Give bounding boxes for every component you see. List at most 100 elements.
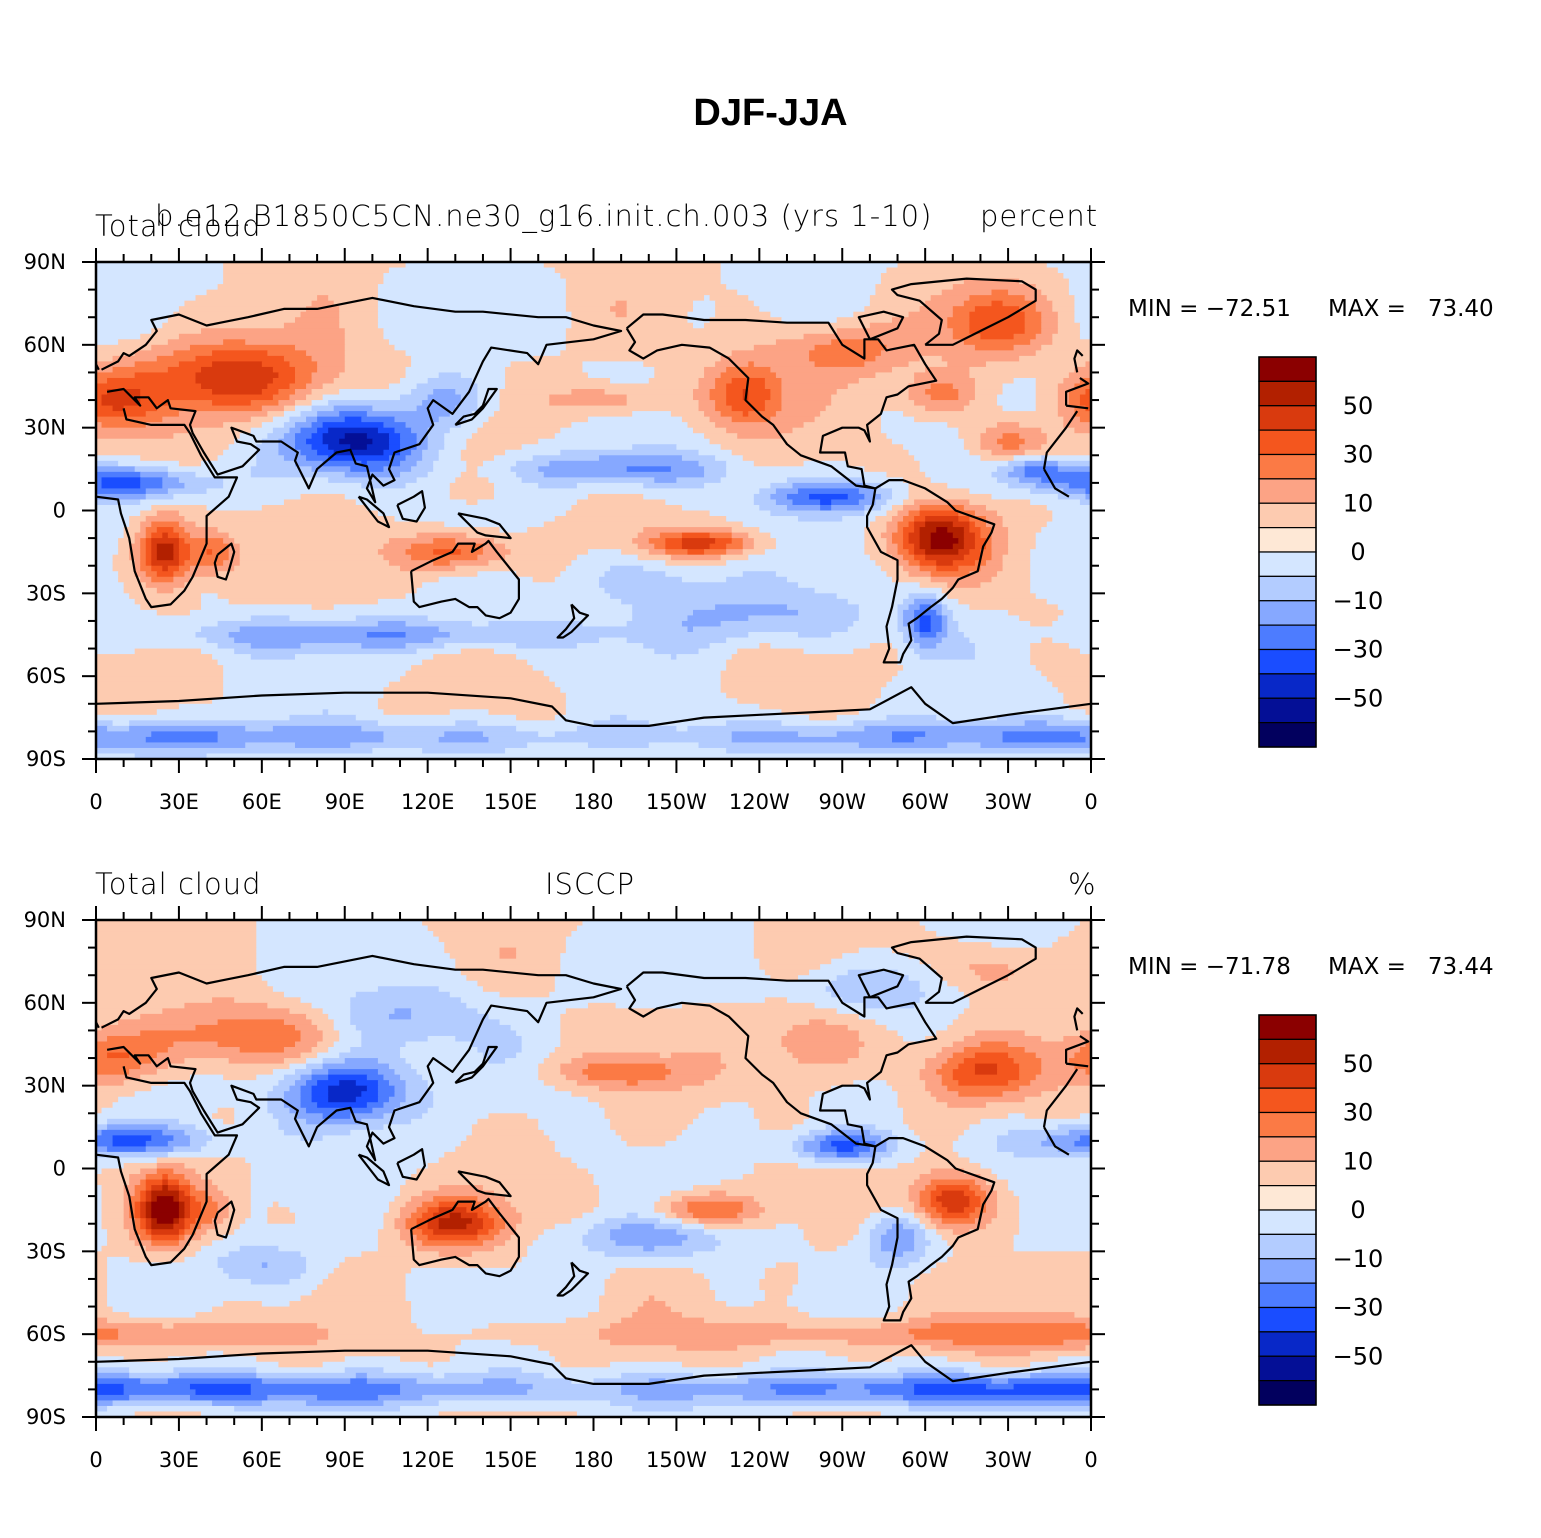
lon-tick-label: 150W	[646, 1448, 707, 1472]
colorbar-swatch	[1258, 1282, 1317, 1309]
lat-tick-label: 60S	[26, 1322, 66, 1346]
lat-tick-label: 90N	[24, 250, 66, 274]
colorbar-swatch	[1258, 1038, 1317, 1065]
coastline-namerica	[625, 971, 938, 1148]
colorbar-swatch	[1258, 575, 1317, 602]
coastline-sumatra	[357, 1153, 391, 1187]
lat-tick-label: 60N	[24, 333, 66, 357]
coastline-antarctica	[96, 1344, 1091, 1385]
coastline-greenland	[890, 935, 1037, 1004]
panel-right-label: percent	[980, 199, 1099, 233]
coastline-borneo	[396, 1148, 426, 1181]
lon-tick-label: 120E	[401, 1448, 454, 1472]
lon-tick-label: 60E	[242, 790, 282, 814]
colorbar-swatch	[1258, 600, 1317, 626]
colorbar-label: −10	[1333, 1245, 1384, 1273]
colorbar-swatch	[1258, 1331, 1317, 1357]
colorbar-label: 0	[1350, 1196, 1365, 1224]
colorbar-swatch	[1258, 453, 1317, 480]
lon-tick-label: 180	[573, 1448, 613, 1472]
lon-tick-label: 150E	[484, 1448, 537, 1472]
colorbar-swatch	[1258, 722, 1317, 748]
coastline-japan	[454, 387, 498, 426]
colorbar-swatch	[1258, 1185, 1317, 1211]
lon-tick-label: 60W	[901, 790, 949, 814]
colorbar-label: 30	[1343, 441, 1374, 469]
colorbar-swatch	[1258, 1306, 1317, 1333]
lon-tick-label: 90W	[819, 1448, 867, 1472]
lon-tick-label: 30W	[984, 1448, 1032, 1472]
panel-left-label: Total cloud	[95, 867, 262, 901]
lat-tick-label: 30N	[24, 416, 66, 440]
lon-tick-label: 180	[573, 790, 613, 814]
colorbar-swatch	[1258, 1209, 1317, 1235]
colorbar-swatch	[1258, 551, 1317, 577]
figure-title: DJF-JJA	[693, 92, 848, 134]
colorbar-label: 50	[1343, 392, 1374, 420]
lat-tick-label: 90S	[26, 747, 66, 771]
max-value: MAX = 73.44	[1328, 954, 1494, 980]
colorbar-swatch	[1258, 624, 1317, 651]
coastline-nz	[556, 603, 590, 639]
colorbar-swatch	[1258, 1063, 1317, 1089]
lon-tick-label: 60E	[242, 1448, 282, 1472]
colorbar-label: −50	[1333, 684, 1384, 712]
lon-tick-label: 120W	[729, 1448, 790, 1472]
lon-tick-label: 120W	[729, 790, 790, 814]
lon-tick-label: 30E	[159, 790, 199, 814]
colorbar-swatch	[1258, 697, 1317, 724]
contour-fill	[96, 262, 1091, 759]
colorbar-label: 10	[1343, 1147, 1374, 1175]
colorbar-swatch	[1258, 502, 1317, 529]
lat-tick-label: 0	[53, 499, 66, 523]
lat-tick-label: 0	[53, 1157, 66, 1181]
lon-tick-label: 90E	[325, 1448, 365, 1472]
coastline-samerica	[866, 479, 996, 664]
lon-tick-label: 30E	[159, 1448, 199, 1472]
colorbar-swatch	[1258, 527, 1317, 553]
colorbar-swatch	[1258, 648, 1317, 675]
lon-tick-label: 60W	[901, 1448, 949, 1472]
lon-tick-label: 0	[89, 790, 102, 814]
coastline-baffin	[857, 310, 905, 341]
coastline-nz	[556, 1261, 590, 1297]
colorbar-swatch	[1258, 1136, 1317, 1162]
colorbar-label: 0	[1350, 538, 1365, 566]
coastline-greenland	[890, 277, 1037, 346]
coastline-newguinea	[457, 1170, 512, 1198]
colorbar-label: −30	[1333, 1294, 1384, 1322]
lat-tick-label: 90S	[26, 1405, 66, 1429]
colorbar-label: −30	[1333, 636, 1384, 664]
lat-tick-label: 30N	[24, 1074, 66, 1098]
contour-fill	[96, 920, 1091, 1417]
coastline-africa	[96, 1066, 1079, 1267]
lat-tick-label: 90N	[24, 908, 66, 932]
lon-tick-label: 150W	[646, 790, 707, 814]
coastline-baffin	[857, 968, 905, 999]
colorbar-swatch	[1258, 380, 1317, 407]
colorbar: 50 30 10 0 −10 −30 −50	[1258, 356, 1384, 748]
coastline-sumatra	[357, 495, 391, 529]
coastline-africa	[96, 408, 1079, 609]
map-plot-obs: 90N 60N 30N 0 30S 60S 90S 0 30E 60E 90E 120E 150E 180…	[24, 906, 1384, 1472]
lat-tick-label: 60S	[26, 664, 66, 688]
colorbar: 50 30 10 0 −10 −30 −50	[1258, 1014, 1384, 1406]
colorbar-swatch	[1258, 1355, 1317, 1382]
panel-center-label: ISCCP	[545, 867, 635, 901]
map-panel-model: Total cloud b.e12.B1850C5CN.ne30_g16.ini…	[0, 190, 1541, 830]
coastline-antarctica	[96, 686, 1091, 727]
colorbar-swatch	[1258, 405, 1317, 431]
lon-tick-label: 150E	[484, 790, 537, 814]
colorbar-swatch	[1258, 1380, 1317, 1406]
coastline-newguinea	[457, 512, 512, 540]
map-panel-obs: Total cloud ISCCP % MIN = −71.78 MAX = 7…	[0, 848, 1541, 1488]
coastline-australia	[410, 539, 520, 620]
colorbar-swatch	[1258, 1111, 1317, 1138]
colorbar-swatch	[1258, 1014, 1317, 1040]
lon-tick-label: 0	[1084, 1448, 1097, 1472]
min-value: MIN = −71.78	[1128, 954, 1291, 980]
lon-tick-label: 30W	[984, 790, 1032, 814]
lat-tick-label: 60N	[24, 991, 66, 1015]
max-value: MAX = 73.40	[1328, 296, 1494, 322]
colorbar-swatch	[1258, 1258, 1317, 1284]
